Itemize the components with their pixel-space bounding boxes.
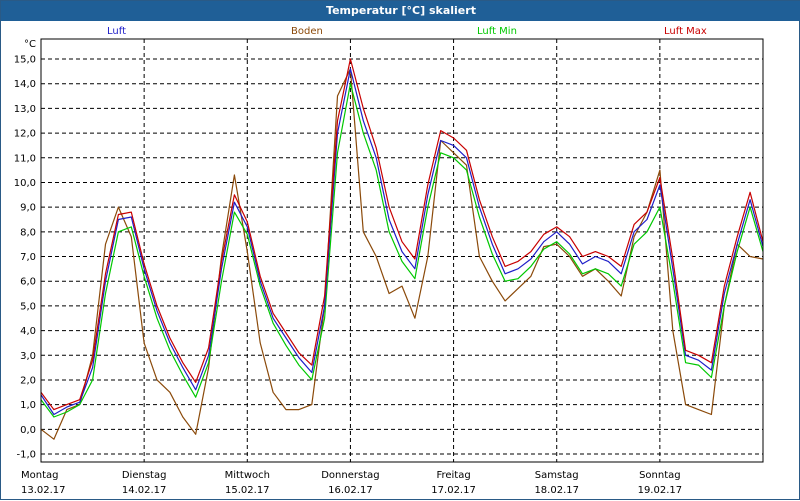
- y-tick-label: 7,0: [20, 252, 36, 263]
- series-line-luft: [40, 68, 764, 416]
- y-tick-label: 6,0: [20, 277, 36, 288]
- y-tick-label: 3,0: [20, 351, 36, 362]
- y-tick-label: 1,0: [20, 400, 36, 411]
- y-tick-label: 13,0: [14, 104, 36, 115]
- y-tick-label: 5,0: [20, 301, 36, 312]
- day-name-label: Donnerstag: [321, 470, 379, 481]
- y-tick-label: 10,0: [14, 178, 36, 189]
- y-tick-label: 9,0: [20, 203, 36, 214]
- y-tick-label: 8,0: [20, 227, 36, 238]
- legend-luft: Luft: [107, 26, 126, 37]
- day-name-label: Freitag: [436, 470, 470, 481]
- day-date-label: 19.02.17: [638, 485, 683, 496]
- y-tick-label: -1,0: [16, 450, 36, 461]
- legend-luft-max: Luft Max: [664, 26, 707, 37]
- day-date-label: 15.02.17: [225, 485, 270, 496]
- day-date-label: 18.02.17: [534, 485, 579, 496]
- series-line-luft-max: [40, 58, 764, 411]
- day-date-label: 16.02.17: [328, 485, 373, 496]
- day-name-label: Montag: [21, 470, 58, 481]
- series-line-boden: [40, 68, 764, 440]
- day-date-label: 13.02.17: [21, 485, 66, 496]
- y-tick-label: 14,0: [14, 79, 36, 90]
- y-tick-label: 2,0: [20, 375, 36, 386]
- y-tick-label: 11,0: [14, 153, 36, 164]
- day-date-label: 17.02.17: [431, 485, 476, 496]
- day-name-label: Dienstag: [122, 470, 167, 481]
- legend-luft-min: Luft Min: [477, 26, 517, 37]
- legend-boden: Boden: [291, 26, 323, 37]
- plot-border: [40, 38, 764, 463]
- y-axis-label: °C: [24, 39, 36, 50]
- y-tick-label: 15,0: [14, 55, 36, 66]
- day-name-label: Sonntag: [639, 470, 681, 481]
- y-tick-label: 4,0: [20, 326, 36, 337]
- day-date-label: 14.02.17: [122, 485, 167, 496]
- y-tick-label: 12,0: [14, 129, 36, 140]
- day-name-label: Samstag: [535, 470, 579, 481]
- day-name-label: Mittwoch: [225, 470, 270, 481]
- chart-title: Temperatur [°C] skaliert: [1, 1, 800, 21]
- y-tick-label: 0,0: [20, 425, 36, 436]
- series-line-luft-min: [40, 83, 764, 418]
